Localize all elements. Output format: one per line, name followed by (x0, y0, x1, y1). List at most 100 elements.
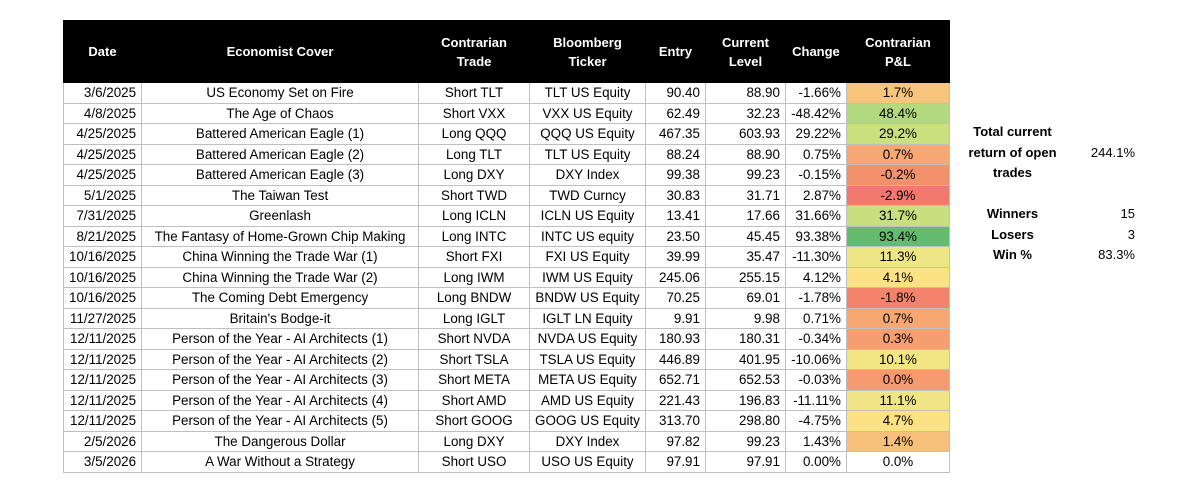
cover-cell: The Dangerous Dollar (141, 430, 420, 452)
ticker-cell: TLT US Equity (529, 82, 646, 104)
table-row: 10/16/2025 China Winning the Trade War (2… (62, 266, 950, 288)
date-cell: 4/25/2025 (62, 143, 143, 165)
change-cell: -10.06% (784, 348, 847, 370)
ticker-cell: DXY Index (529, 164, 646, 186)
cover-cell: Person of the Year - AI Architects (2) (141, 348, 420, 370)
pnl-cell: 4.1% (845, 266, 950, 288)
pnl-cell: 0.0% (845, 451, 950, 473)
table-row: 2/5/2026 The Dangerous Dollar Long DXY DXY … (62, 430, 950, 452)
cover-cell: The Coming Debt Emergency (141, 287, 420, 309)
change-cell: -1.78% (784, 287, 847, 309)
current-level-cell: 99.23 (704, 164, 786, 186)
table-row: 7/31/2025 Greenlash Long ICLN ICLN US Equit… (62, 205, 950, 227)
date-cell: 8/21/2025 (62, 225, 143, 247)
current-level-cell: 298.80 (704, 410, 786, 432)
ticker-cell: ICLN US Equity (529, 205, 646, 227)
change-cell: 0.00% (784, 451, 847, 473)
current-level-cell: 99.23 (704, 430, 786, 452)
ticker-cell: AMD US Equity (529, 389, 646, 411)
table-row: 5/1/2025 The Taiwan Test Short TWD TWD Curn… (62, 184, 950, 206)
table-row: 4/8/2025 The Age of Chaos Short VXX VXX US … (62, 102, 950, 124)
trade-cell: Short AMD (418, 389, 531, 411)
date-cell: 10/16/2025 (62, 246, 143, 268)
cover-cell: China Winning the Trade War (1) (141, 246, 420, 268)
summary-losers-value: 3 (1127, 226, 1135, 242)
trade-cell: Short NVDA (418, 328, 531, 350)
ticker-cell: INTC US equity (529, 225, 646, 247)
trade-cell: Long QQQ (418, 123, 531, 145)
change-cell: -0.34% (784, 328, 847, 350)
summary-win-pct-label: Win % (993, 247, 1032, 262)
cover-cell: Battered American Eagle (1) (141, 123, 420, 145)
cover-cell: Person of the Year - AI Architects (1) (141, 328, 420, 350)
current-level-cell: 45.45 (704, 225, 786, 247)
trade-cell: Short TWD (418, 184, 531, 206)
date-cell: 10/16/2025 (62, 266, 143, 288)
trade-cell: Short META (418, 369, 531, 391)
current-level-cell: 97.91 (704, 451, 786, 473)
current-level-cell: 31.71 (704, 184, 786, 206)
header-entry: Entry (644, 20, 706, 83)
cover-cell: Greenlash (141, 205, 420, 227)
change-cell: -11.30% (784, 246, 847, 268)
summary-winners-row: Winners 15 (965, 204, 1145, 225)
entry-cell: 245.06 (644, 266, 706, 288)
table-row: 12/11/2025 Person of the Year - AI Archit… (62, 410, 950, 432)
current-level-cell: 32.23 (704, 102, 786, 124)
current-level-cell: 88.90 (704, 82, 786, 104)
trade-cell: Long IGLT (418, 307, 531, 329)
date-cell: 4/25/2025 (62, 123, 143, 145)
ticker-cell: IGLT LN Equity (529, 307, 646, 329)
ticker-cell: TLT US Equity (529, 143, 646, 165)
pnl-cell: 0.3% (845, 328, 950, 350)
date-cell: 11/27/2025 (62, 307, 143, 329)
summary-total-value: 244.1% (1090, 144, 1135, 160)
header-current-level: Current Level (704, 20, 786, 83)
current-level-cell: 180.31 (704, 328, 786, 350)
trade-cell: Long INTC (418, 225, 531, 247)
entry-cell: 446.89 (644, 348, 706, 370)
ticker-cell: USO US Equity (529, 451, 646, 473)
entry-cell: 652.71 (644, 369, 706, 391)
cover-cell: Person of the Year - AI Architects (3) (141, 369, 420, 391)
pnl-cell: 0.0% (845, 369, 950, 391)
cover-cell: A War Without a Strategy (141, 451, 420, 473)
trades-table: Date Economist Cover Contrarian Trade Bl… (62, 20, 950, 473)
entry-cell: 39.99 (644, 246, 706, 268)
current-level-cell: 35.47 (704, 246, 786, 268)
header-date: Date (62, 20, 143, 83)
summary-losers-row: Losers 3 (965, 225, 1145, 246)
change-cell: 1.43% (784, 430, 847, 452)
pnl-cell: 48.4% (845, 102, 950, 124)
cover-cell: The Fantasy of Home-Grown Chip Making (141, 225, 420, 247)
change-cell: 31.66% (784, 205, 847, 227)
date-cell: 12/11/2025 (62, 389, 143, 411)
ticker-cell: BNDW US Equity (529, 287, 646, 309)
pnl-cell: 10.1% (845, 348, 950, 370)
cover-cell: The Taiwan Test (141, 184, 420, 206)
date-cell: 3/6/2025 (62, 82, 143, 104)
entry-cell: 30.83 (644, 184, 706, 206)
change-cell: 4.12% (784, 266, 847, 288)
trade-cell: Long ICLN (418, 205, 531, 227)
change-cell: -1.66% (784, 82, 847, 104)
trade-cell: Short GOOG (418, 410, 531, 432)
entry-cell: 99.38 (644, 164, 706, 186)
ticker-cell: DXY Index (529, 430, 646, 452)
current-level-cell: 255.15 (704, 266, 786, 288)
date-cell: 4/8/2025 (62, 102, 143, 124)
ticker-cell: META US Equity (529, 369, 646, 391)
entry-cell: 221.43 (644, 389, 706, 411)
ticker-cell: NVDA US Equity (529, 328, 646, 350)
summary-total-label: Total current return of open trades (968, 124, 1057, 180)
current-level-cell: 69.01 (704, 287, 786, 309)
summary-win-pct-row: Win % 83.3% (965, 245, 1145, 266)
ticker-cell: TSLA US Equity (529, 348, 646, 370)
table-row: 12/11/2025 Person of the Year - AI Archit… (62, 369, 950, 391)
trade-cell: Long BNDW (418, 287, 531, 309)
date-cell: 7/31/2025 (62, 205, 143, 227)
change-cell: 0.75% (784, 143, 847, 165)
table-row: 12/11/2025 Person of the Year - AI Archit… (62, 389, 950, 411)
entry-cell: 90.40 (644, 82, 706, 104)
entry-cell: 313.70 (644, 410, 706, 432)
